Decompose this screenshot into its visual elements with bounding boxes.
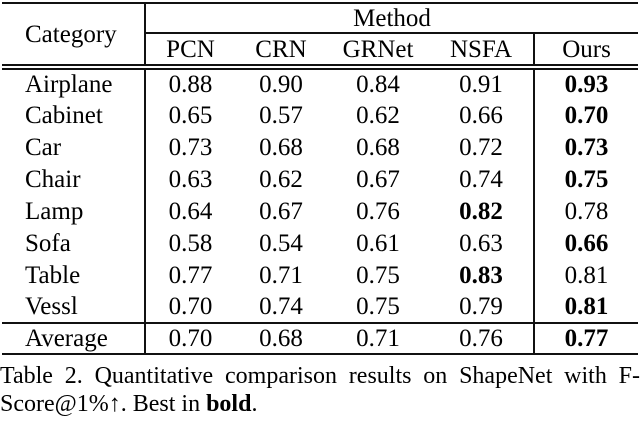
- value-cell: 0.58: [168, 229, 213, 257]
- value-cell: 0.75: [356, 293, 400, 320]
- paper-table-figure: Category Method PCN CRN GRNet NSFA Ours …: [0, 2, 640, 418]
- value-cell: 0.75: [532, 163, 639, 195]
- column-header-pcn: PCN: [145, 33, 235, 70]
- caption-line-2-prefix: Score@1%↑. Best in: [0, 391, 207, 417]
- results-table-body: Airplane 0.88 0.90 0.84 0.91 0.93 Cabinet 0.65 0…: [2, 67, 639, 354]
- value-cell: 0.54: [259, 229, 303, 257]
- table-row: Airplane 0.88 0.90 0.84 0.91 0.93: [2, 67, 639, 99]
- results-table: Category Method PCN CRN GRNet NSFA Ours …: [2, 2, 639, 355]
- category-cell: Lamp: [2, 195, 146, 227]
- value-cell: 0.62: [259, 165, 303, 193]
- category-cell: Sofa: [2, 227, 146, 259]
- average-row: Average 0.70 0.68 0.71 0.76 0.77: [2, 322, 639, 354]
- category-cell: Car: [2, 131, 146, 163]
- value-cell: 0.90: [259, 71, 303, 98]
- category-cell: Chair: [2, 163, 146, 195]
- value-cell: 0.73: [168, 133, 213, 161]
- value-cell: 0.70: [145, 322, 235, 354]
- category-column-header: Category: [2, 3, 146, 70]
- value-cell: 0.70: [532, 99, 639, 131]
- table-row: Chair 0.63 0.62 0.67 0.74 0.75: [2, 163, 639, 195]
- table-row: Cabinet 0.65 0.57 0.62 0.66 0.70: [2, 99, 639, 131]
- value-cell: 0.64: [168, 197, 213, 225]
- value-cell: 0.63: [168, 165, 213, 193]
- value-cell: 0.81: [532, 259, 639, 291]
- value-cell: 0.88: [168, 71, 213, 98]
- value-cell: 0.84: [356, 71, 400, 98]
- method-group-header: Method: [145, 3, 639, 34]
- column-header-grnet: GRNet: [327, 33, 429, 70]
- value-cell: 0.70: [168, 293, 213, 320]
- value-cell: 0.65: [168, 101, 213, 129]
- value-cell: 0.93: [532, 67, 639, 99]
- table-caption: Table 2. Quantitative comparison results…: [0, 362, 640, 418]
- table-row: Lamp 0.64 0.67 0.76 0.82 0.78: [2, 195, 639, 227]
- value-cell: 0.76: [356, 197, 400, 225]
- value-cell: 0.68: [259, 133, 303, 161]
- value-cell: 0.68: [235, 322, 327, 354]
- value-cell: 0.66: [532, 227, 639, 259]
- value-cell: 0.79: [459, 293, 503, 320]
- value-cell: 0.72: [459, 133, 503, 161]
- caption-line-2-suffix: .: [251, 391, 258, 417]
- value-cell: 0.63: [459, 229, 503, 257]
- table-header: Category Method PCN CRN GRNet NSFA Ours: [2, 3, 639, 70]
- caption-line-2: Score@1%↑. Best in bold.: [0, 390, 640, 418]
- value-cell: 0.75: [356, 261, 400, 289]
- value-cell: 0.67: [259, 197, 303, 225]
- column-header-crn: CRN: [235, 33, 327, 70]
- value-cell: 0.76: [429, 322, 534, 354]
- value-cell: 0.78: [532, 195, 639, 227]
- value-cell: 0.81: [532, 291, 639, 323]
- value-cell: 0.74: [459, 165, 503, 193]
- category-cell: Average: [2, 322, 146, 354]
- category-cell: Vessl: [2, 291, 146, 323]
- value-cell: 0.67: [356, 165, 400, 193]
- value-cell: 0.62: [356, 101, 400, 129]
- header-row-method: Category Method: [2, 3, 639, 70]
- value-cell: 0.77: [532, 322, 639, 354]
- value-cell: 0.77: [168, 261, 213, 289]
- category-cell: Airplane: [2, 67, 146, 99]
- value-cell: 0.68: [356, 133, 400, 161]
- value-cell: 0.71: [259, 261, 303, 289]
- value-cell: 0.66: [459, 101, 503, 129]
- caption-bold-word: bold: [206, 391, 252, 417]
- value-cell: 0.83: [459, 261, 503, 289]
- value-cell: 0.74: [259, 293, 303, 320]
- value-cell: 0.57: [259, 101, 303, 129]
- header-row-columns: PCN CRN GRNet NSFA Ours: [2, 33, 639, 70]
- value-cell: 0.61: [356, 229, 400, 257]
- category-cell: Table: [2, 259, 146, 291]
- caption-line-1: Table 2. Quantitative comparison results…: [0, 363, 640, 389]
- value-cell: 0.71: [327, 322, 429, 354]
- value-cell: 0.82: [459, 197, 503, 225]
- value-cell: 0.73: [532, 131, 639, 163]
- column-header-ours: Ours: [532, 33, 639, 70]
- column-header-nsfa: NSFA: [429, 33, 534, 70]
- table-row: Sofa 0.58 0.54 0.61 0.63 0.66: [2, 227, 639, 259]
- table-row: Table 0.77 0.71 0.75 0.83 0.81: [2, 259, 639, 291]
- table-row: Vessl 0.70 0.74 0.75 0.79 0.81: [2, 291, 639, 323]
- table-row: Car 0.73 0.68 0.68 0.72 0.73: [2, 131, 639, 163]
- value-cell: 0.91: [459, 71, 503, 98]
- category-cell: Cabinet: [2, 99, 146, 131]
